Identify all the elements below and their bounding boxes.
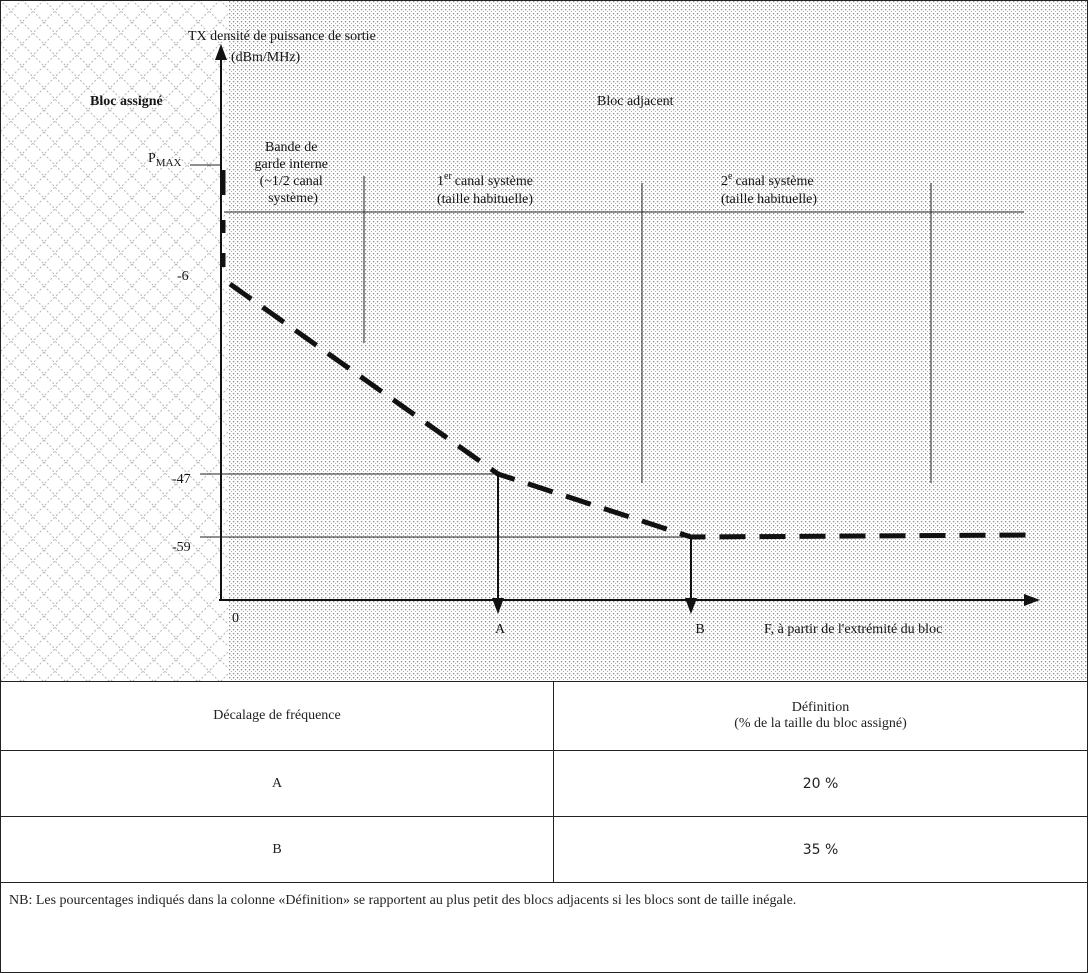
row-a-offset: A bbox=[0, 750, 554, 817]
table-row: A 20 % bbox=[0, 750, 1088, 817]
table-header-row: Décalage de fréquence Définition (% de la… bbox=[0, 681, 1088, 751]
assigned-block-label: Bloc assigné bbox=[90, 94, 163, 109]
point-b-arrow bbox=[685, 598, 697, 614]
header-offset: Décalage de fréquence bbox=[0, 681, 554, 751]
y-tick-59: -59 bbox=[172, 540, 191, 555]
channel1-label-line2: (taille habituelle) bbox=[437, 192, 533, 207]
spectrum-mask-diagram: TX densité de puissance de sortie (dBm/M… bbox=[0, 0, 1088, 682]
spectrum-mask-figure: TX densité de puissance de sortie (dBm/M… bbox=[0, 0, 1088, 682]
pmax-label-sub: MAX bbox=[156, 157, 182, 169]
origin-label: 0 bbox=[232, 611, 239, 626]
y-axis-title: TX densité de puissance de sortie bbox=[188, 29, 376, 44]
channel1-ordinal: 1 bbox=[437, 174, 444, 189]
pmax-label-main: P bbox=[148, 151, 156, 166]
channel2-label-text: canal système bbox=[735, 174, 813, 189]
x-axis-title: F, à partir de l'extrémité du bloc bbox=[764, 622, 942, 637]
assigned-block-area bbox=[0, 0, 228, 682]
point-a-label: A bbox=[495, 622, 506, 637]
channel1-label-line1: 1er canal système bbox=[437, 171, 533, 189]
table-note: NB: Les pourcentages indiqués dans la co… bbox=[0, 882, 1088, 973]
y-axis-unit: (dBm/MHz) bbox=[231, 50, 301, 65]
channel2-ordinal: 2 bbox=[721, 174, 728, 189]
row-b-offset: B bbox=[0, 816, 554, 883]
guard-band-label: Bande de garde interne (~1/2 canal systè… bbox=[255, 140, 332, 206]
channel1-label-text: canal système bbox=[455, 174, 533, 189]
point-b-label: B bbox=[695, 622, 704, 637]
header-definition-line1: Définition bbox=[791, 700, 850, 715]
frequency-offset-table: Décalage de fréquence Définition (% de la… bbox=[0, 681, 1088, 973]
guard-band-line-2: garde interne bbox=[255, 157, 328, 172]
x-axis-arrow bbox=[1024, 594, 1040, 606]
table-note-row: NB: Les pourcentages indiqués dans la co… bbox=[0, 882, 1088, 973]
pmax-label: PMAX bbox=[148, 151, 182, 169]
channel1-ordinal-sup: er bbox=[444, 171, 452, 182]
guard-band-line-3: (~1/2 canal bbox=[260, 174, 323, 189]
table-row: B 35 % bbox=[0, 816, 1088, 883]
point-a-arrow bbox=[492, 598, 504, 614]
guard-band-line-4: système) bbox=[268, 191, 318, 206]
emission-mask-curve bbox=[228, 281, 1031, 540]
adjacent-block-area bbox=[228, 0, 1088, 682]
header-definition: Définition (% de la taille du bloc assign… bbox=[553, 681, 1088, 751]
adjacent-block-label: Bloc adjacent bbox=[597, 94, 674, 109]
y-axis-arrow bbox=[215, 44, 227, 60]
row-b-definition: 35 % bbox=[553, 816, 1088, 883]
channel2-ordinal-sup: e bbox=[728, 171, 733, 182]
channel2-label-line1: 2e canal système bbox=[721, 171, 814, 189]
y-tick-6: -6 bbox=[177, 269, 189, 284]
y-tick-47: -47 bbox=[172, 472, 191, 487]
header-definition-line2: (% de la taille du bloc assigné) bbox=[734, 716, 907, 731]
guard-band-line-1: Bande de bbox=[265, 140, 317, 155]
row-a-definition: 20 % bbox=[553, 750, 1088, 817]
channel2-label-line2: (taille habituelle) bbox=[721, 192, 817, 207]
